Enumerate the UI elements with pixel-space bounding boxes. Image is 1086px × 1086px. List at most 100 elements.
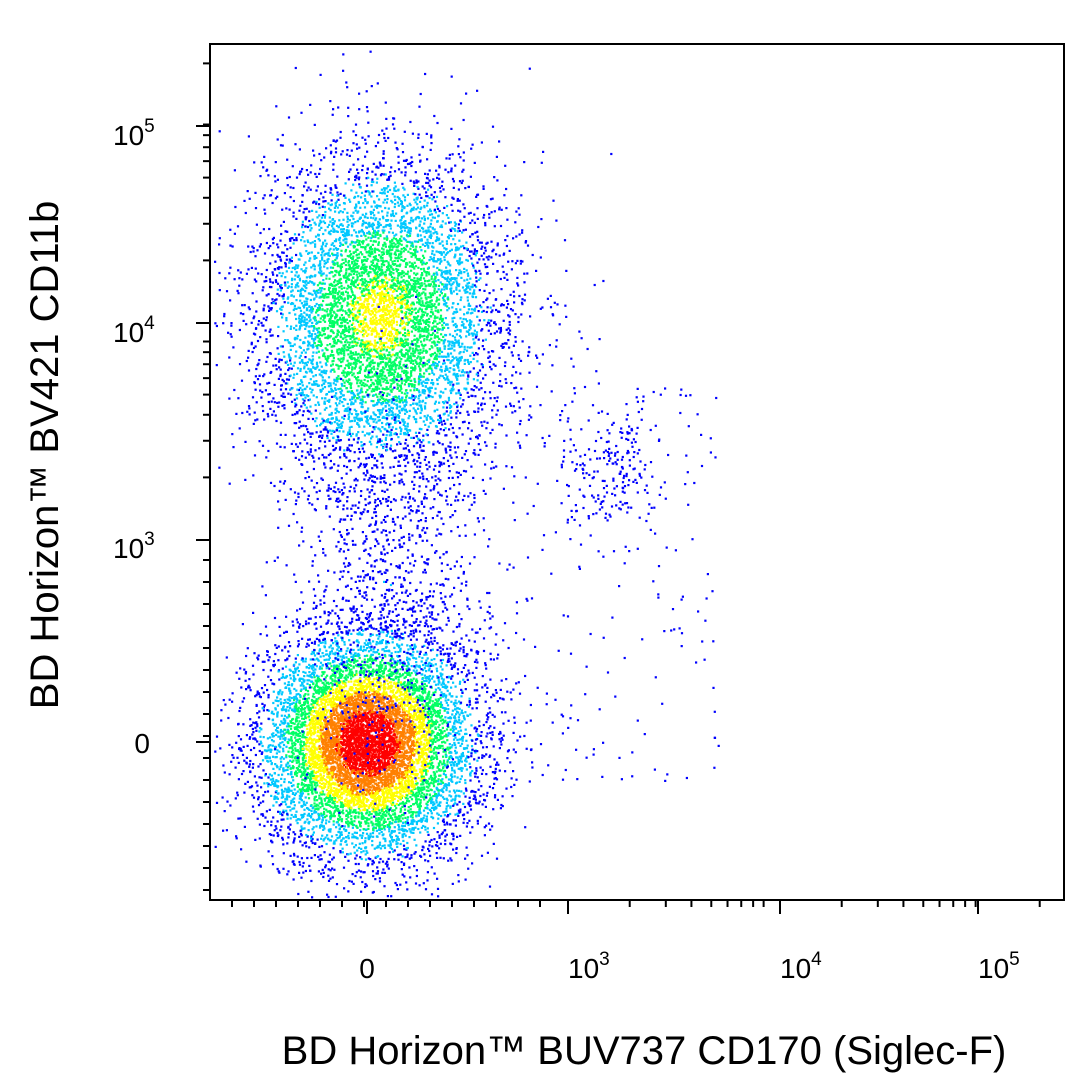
event-dot bbox=[414, 851, 417, 854]
event-dot bbox=[397, 686, 400, 689]
event-dot bbox=[569, 717, 572, 720]
event-dot bbox=[374, 737, 377, 740]
event-dot bbox=[450, 746, 453, 749]
event-dot bbox=[340, 724, 343, 727]
event-dot bbox=[329, 677, 332, 680]
event-dot bbox=[334, 713, 337, 716]
event-dot bbox=[426, 748, 429, 751]
event-dot bbox=[380, 639, 383, 642]
event-dot bbox=[323, 658, 326, 662]
event-dot bbox=[371, 707, 374, 710]
event-dot bbox=[425, 670, 428, 673]
event-dot bbox=[342, 654, 345, 657]
event-dot bbox=[376, 724, 379, 727]
event-dot bbox=[383, 784, 386, 788]
event-dot bbox=[398, 774, 401, 777]
event-dot bbox=[269, 669, 272, 672]
event-dot bbox=[400, 773, 403, 776]
event-dot bbox=[412, 831, 415, 834]
event-dot bbox=[406, 830, 409, 833]
event-dot bbox=[267, 709, 271, 712]
event-dot bbox=[329, 662, 332, 665]
event-dot bbox=[427, 765, 430, 768]
event-dot bbox=[475, 727, 479, 731]
event-dot bbox=[418, 624, 421, 627]
event-dot bbox=[435, 786, 438, 789]
event-dot bbox=[406, 658, 409, 662]
event-dot bbox=[390, 743, 393, 746]
event-dot bbox=[331, 669, 334, 672]
event-dot bbox=[391, 690, 394, 693]
event-dot bbox=[474, 791, 477, 794]
event-dot bbox=[449, 805, 452, 808]
event-dot bbox=[415, 661, 418, 664]
event-dot bbox=[386, 679, 389, 682]
event-dot bbox=[316, 731, 319, 734]
event-dot bbox=[455, 710, 459, 713]
event-dot bbox=[360, 805, 364, 808]
event-dot bbox=[320, 751, 323, 754]
event-dot bbox=[312, 704, 315, 707]
event-dot bbox=[325, 808, 328, 811]
event-dot bbox=[399, 705, 402, 708]
event-dot bbox=[359, 684, 362, 687]
event-dot bbox=[316, 838, 319, 841]
event-dot bbox=[289, 823, 292, 826]
event-dot bbox=[355, 700, 358, 703]
event-dot bbox=[375, 643, 378, 646]
event-dot bbox=[306, 784, 309, 787]
event-dot bbox=[371, 734, 374, 737]
event-dot bbox=[464, 878, 467, 881]
event-dot bbox=[384, 840, 387, 843]
event-dot bbox=[418, 708, 421, 711]
event-dot bbox=[414, 671, 417, 674]
event-dot bbox=[494, 767, 497, 770]
event-dot bbox=[391, 767, 395, 771]
event-dot bbox=[418, 746, 421, 749]
event-dot bbox=[397, 646, 401, 649]
event-dot bbox=[472, 790, 475, 793]
event-dot bbox=[352, 778, 355, 781]
event-dot bbox=[418, 768, 421, 771]
event-dot bbox=[461, 754, 465, 757]
event-dot bbox=[389, 814, 392, 817]
event-dot bbox=[390, 802, 393, 805]
event-dot bbox=[450, 667, 453, 670]
event-dot bbox=[445, 810, 448, 813]
event-dot bbox=[395, 792, 398, 795]
event-dot bbox=[328, 701, 331, 704]
event-dot bbox=[345, 656, 348, 659]
event-dot bbox=[408, 761, 411, 764]
event-dot bbox=[331, 730, 334, 733]
event-dot bbox=[350, 749, 353, 752]
event-dot bbox=[342, 694, 345, 697]
event-dot bbox=[323, 699, 326, 702]
event-dot bbox=[366, 627, 369, 630]
event-dot bbox=[356, 729, 359, 732]
event-dot bbox=[350, 677, 353, 680]
event-dot bbox=[344, 743, 347, 747]
event-dot bbox=[312, 714, 315, 718]
event-dot bbox=[411, 816, 414, 819]
event-dots bbox=[214, 50, 720, 899]
event-dot bbox=[391, 700, 395, 703]
event-dot bbox=[412, 677, 415, 680]
event-dot bbox=[388, 830, 391, 833]
event-dot bbox=[341, 670, 345, 673]
event-dot bbox=[441, 722, 444, 725]
event-dot bbox=[281, 741, 284, 744]
event-dot bbox=[411, 679, 414, 682]
event-dot bbox=[418, 819, 422, 822]
event-dot bbox=[489, 711, 492, 714]
event-dot bbox=[379, 681, 382, 685]
event-dot bbox=[299, 792, 303, 795]
event-dot bbox=[284, 645, 287, 648]
event-dot bbox=[374, 826, 377, 829]
event-dot bbox=[351, 833, 354, 836]
event-dot bbox=[251, 727, 254, 731]
event-dot bbox=[502, 734, 505, 737]
event-dot bbox=[310, 734, 313, 737]
event-dot bbox=[306, 642, 309, 645]
event-dot bbox=[302, 625, 305, 628]
event-dot bbox=[351, 727, 355, 730]
